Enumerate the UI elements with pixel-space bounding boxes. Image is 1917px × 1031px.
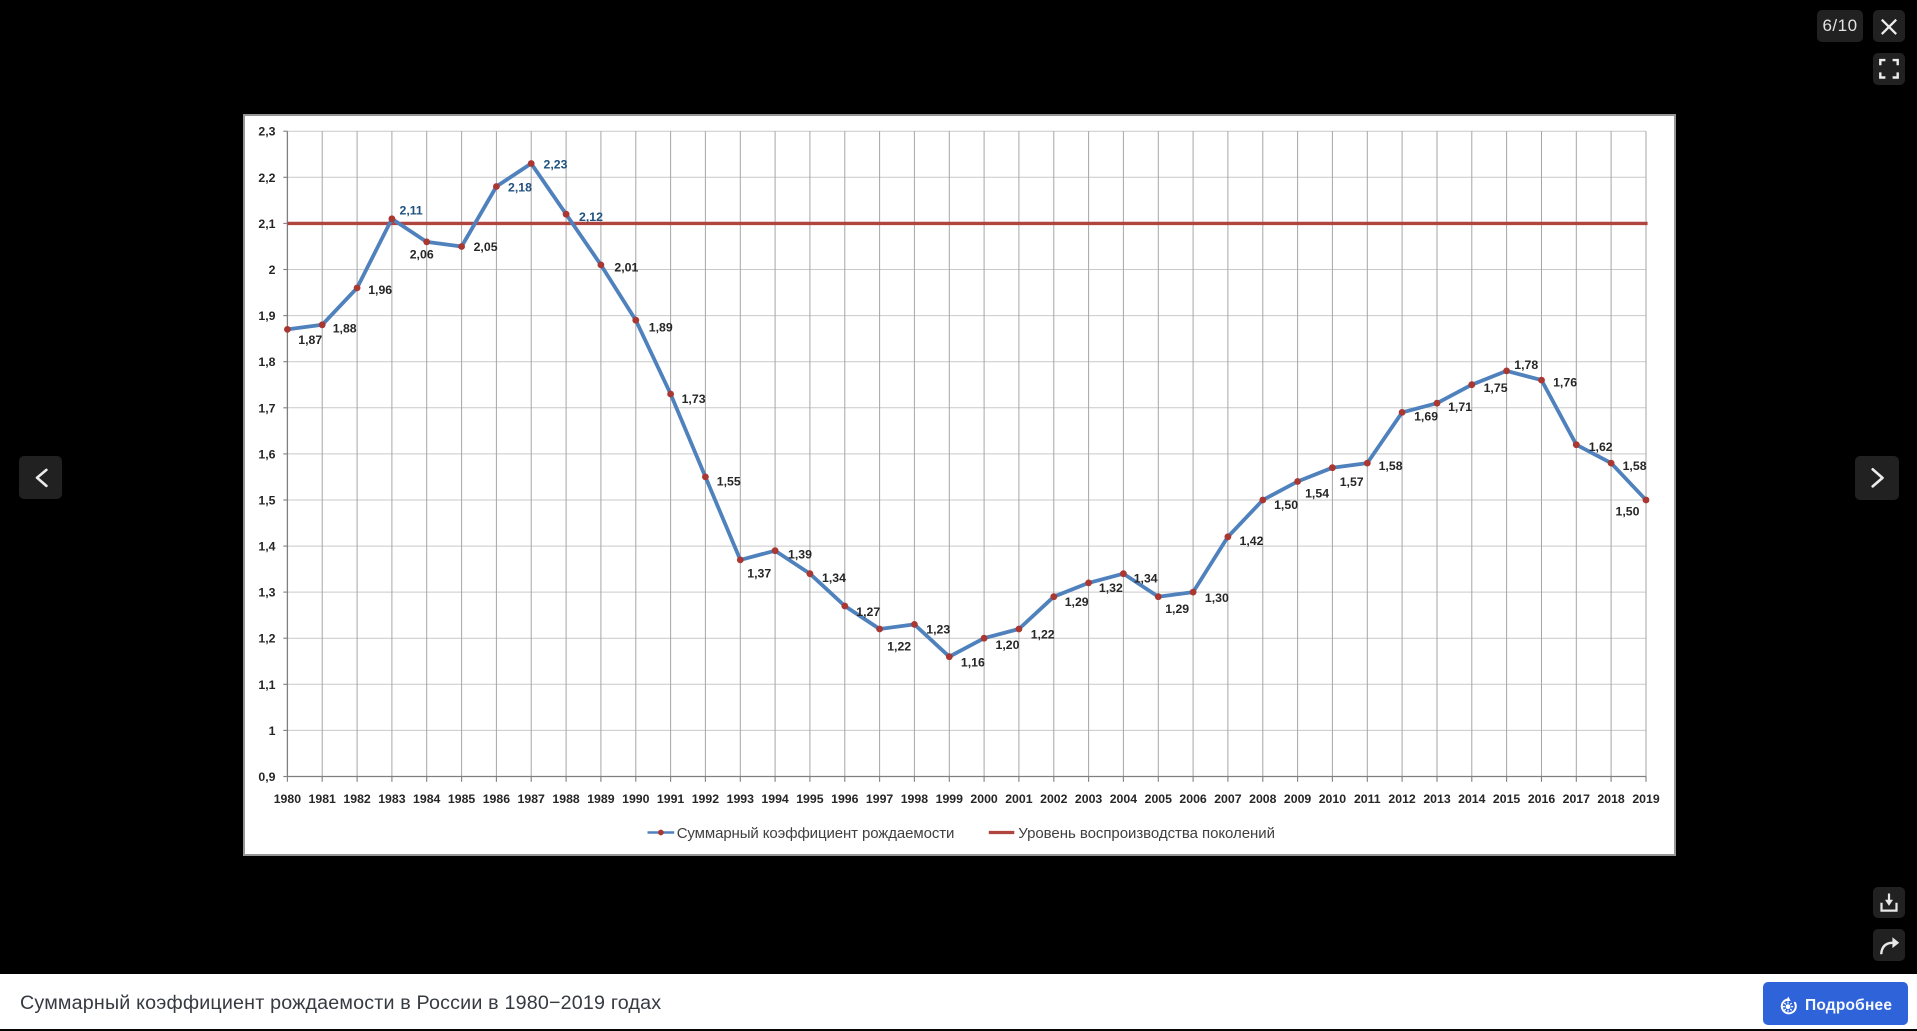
svg-text:2: 2 <box>269 263 276 277</box>
svg-text:2008: 2008 <box>1249 792 1277 806</box>
svg-text:2,06: 2,06 <box>410 248 434 262</box>
svg-text:2002: 2002 <box>1040 792 1068 806</box>
svg-text:1,22: 1,22 <box>1031 628 1055 642</box>
svg-text:1,73: 1,73 <box>682 392 706 406</box>
svg-text:1,16: 1,16 <box>961 656 985 670</box>
svg-text:1,69: 1,69 <box>1414 409 1438 423</box>
svg-text:2015: 2015 <box>1493 792 1521 806</box>
svg-text:1,50: 1,50 <box>1616 505 1640 519</box>
svg-text:1992: 1992 <box>692 792 720 806</box>
svg-text:2006: 2006 <box>1179 792 1207 806</box>
svg-text:2014: 2014 <box>1458 792 1486 806</box>
svg-text:2003: 2003 <box>1075 792 1103 806</box>
svg-text:1,42: 1,42 <box>1240 534 1264 548</box>
svg-text:2,3: 2,3 <box>258 125 275 139</box>
svg-text:Уровень воспроизводства поколе: Уровень воспроизводства поколений <box>1018 825 1275 842</box>
svg-text:1,32: 1,32 <box>1099 581 1123 595</box>
svg-text:2000: 2000 <box>970 792 998 806</box>
svg-text:1989: 1989 <box>587 792 615 806</box>
svg-text:1,22: 1,22 <box>887 640 911 654</box>
svg-text:1997: 1997 <box>866 792 894 806</box>
svg-text:1,23: 1,23 <box>926 623 950 637</box>
svg-text:1,6: 1,6 <box>258 447 275 461</box>
svg-text:1,20: 1,20 <box>996 638 1020 652</box>
svg-text:1,96: 1,96 <box>368 283 392 297</box>
svg-text:1,2: 1,2 <box>258 632 275 646</box>
svg-text:1982: 1982 <box>343 792 371 806</box>
svg-text:1994: 1994 <box>761 792 789 806</box>
svg-text:1995: 1995 <box>796 792 824 806</box>
svg-text:1,88: 1,88 <box>333 322 357 336</box>
svg-text:1,75: 1,75 <box>1484 381 1508 395</box>
svg-text:1,8: 1,8 <box>258 355 275 369</box>
svg-text:2,12: 2,12 <box>579 210 603 224</box>
svg-text:1,29: 1,29 <box>1065 595 1089 609</box>
svg-text:1,58: 1,58 <box>1623 459 1647 473</box>
svg-text:1,9: 1,9 <box>258 309 275 323</box>
svg-text:1,89: 1,89 <box>649 321 673 335</box>
svg-text:1,29: 1,29 <box>1165 602 1189 616</box>
svg-text:1987: 1987 <box>518 792 546 806</box>
svg-text:2007: 2007 <box>1214 792 1242 806</box>
svg-text:1: 1 <box>269 724 276 738</box>
svg-text:1998: 1998 <box>901 792 929 806</box>
svg-text:1,4: 1,4 <box>258 540 275 554</box>
svg-text:1,71: 1,71 <box>1448 400 1472 414</box>
svg-text:2,11: 2,11 <box>400 204 423 218</box>
svg-text:2,23: 2,23 <box>544 157 568 171</box>
svg-text:0,9: 0,9 <box>258 770 275 784</box>
svg-text:2,2: 2,2 <box>258 171 275 185</box>
svg-text:Суммарный коэффициент рождаемо: Суммарный коэффициент рождаемости <box>677 825 955 842</box>
svg-text:1,34: 1,34 <box>822 571 846 585</box>
svg-text:1,39: 1,39 <box>788 547 812 561</box>
svg-text:1993: 1993 <box>727 792 755 806</box>
svg-text:1,78: 1,78 <box>1514 358 1538 372</box>
svg-text:1985: 1985 <box>448 792 476 806</box>
svg-text:1990: 1990 <box>622 792 650 806</box>
svg-text:1,7: 1,7 <box>258 401 275 415</box>
svg-text:2011: 2011 <box>1354 792 1381 806</box>
svg-text:1996: 1996 <box>831 792 859 806</box>
svg-text:1,87: 1,87 <box>298 333 322 347</box>
svg-text:2,1: 2,1 <box>258 217 275 231</box>
svg-text:1,54: 1,54 <box>1305 487 1329 501</box>
svg-text:2012: 2012 <box>1388 792 1416 806</box>
svg-text:1988: 1988 <box>552 792 580 806</box>
svg-text:1,37: 1,37 <box>747 566 771 580</box>
svg-text:2013: 2013 <box>1423 792 1451 806</box>
svg-text:2010: 2010 <box>1319 792 1347 806</box>
svg-text:2,05: 2,05 <box>474 240 498 254</box>
svg-text:1,34: 1,34 <box>1134 571 1158 585</box>
svg-text:1991: 1991 <box>657 792 685 806</box>
svg-text:2001: 2001 <box>1005 792 1033 806</box>
svg-text:1999: 1999 <box>936 792 964 806</box>
svg-text:1984: 1984 <box>413 792 441 806</box>
svg-text:1983: 1983 <box>378 792 406 806</box>
svg-text:2018: 2018 <box>1597 792 1625 806</box>
svg-text:1,30: 1,30 <box>1205 591 1229 605</box>
svg-text:2004: 2004 <box>1110 792 1138 806</box>
svg-text:1981: 1981 <box>309 792 337 806</box>
svg-text:1,55: 1,55 <box>717 474 741 488</box>
svg-text:1,62: 1,62 <box>1589 440 1613 454</box>
svg-text:2009: 2009 <box>1284 792 1312 806</box>
svg-text:1980: 1980 <box>274 792 302 806</box>
svg-text:1,27: 1,27 <box>856 605 880 619</box>
svg-text:1,58: 1,58 <box>1379 459 1403 473</box>
svg-text:2017: 2017 <box>1563 792 1591 806</box>
svg-text:1986: 1986 <box>483 792 511 806</box>
svg-text:1,76: 1,76 <box>1553 376 1577 390</box>
svg-text:1,5: 1,5 <box>258 494 275 508</box>
svg-text:1,3: 1,3 <box>258 586 275 600</box>
svg-text:2016: 2016 <box>1528 792 1556 806</box>
svg-text:2,01: 2,01 <box>614 261 638 275</box>
svg-text:1,57: 1,57 <box>1340 475 1364 489</box>
svg-text:1,50: 1,50 <box>1274 498 1298 512</box>
svg-text:1,1: 1,1 <box>258 678 275 692</box>
svg-text:2,18: 2,18 <box>508 180 532 194</box>
svg-text:2019: 2019 <box>1632 792 1660 806</box>
svg-text:2005: 2005 <box>1145 792 1173 806</box>
